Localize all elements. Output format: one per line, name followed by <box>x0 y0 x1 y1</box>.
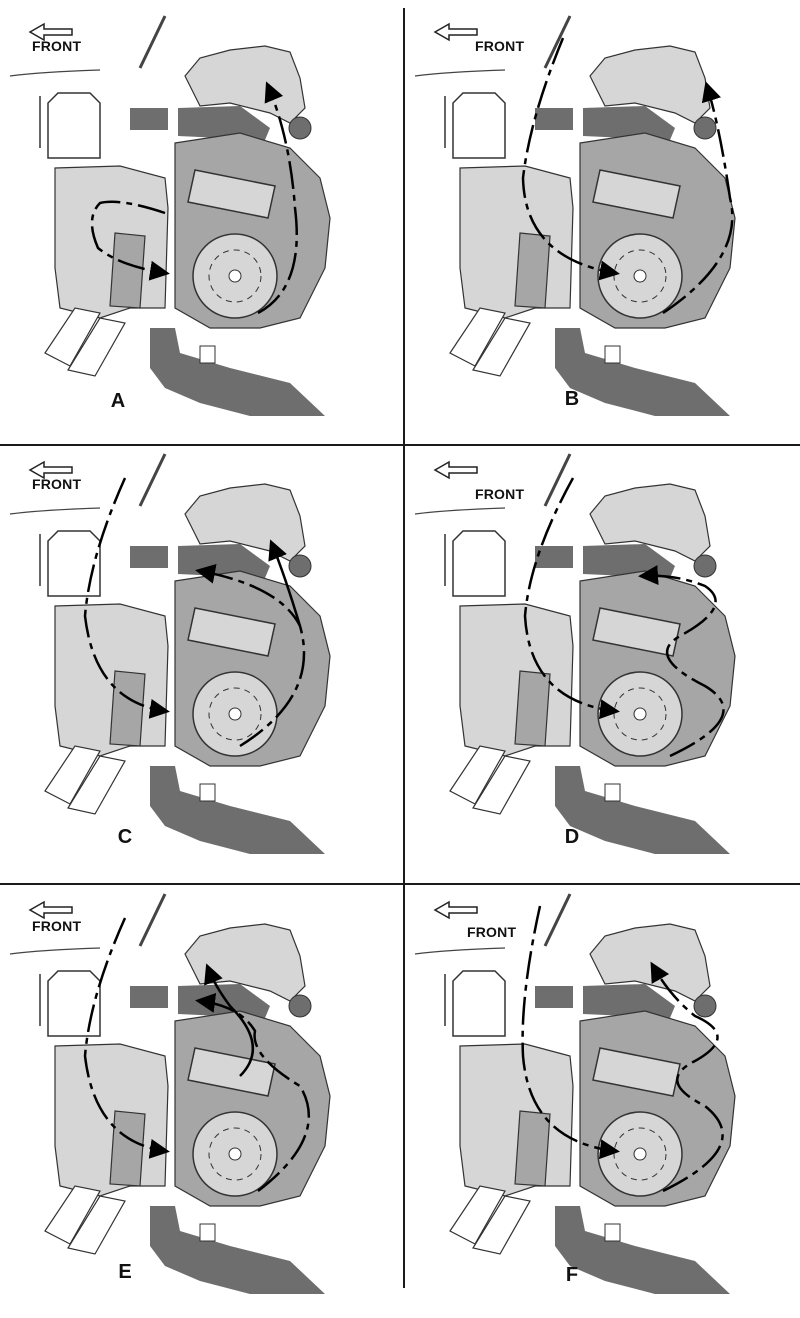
panel-label-f: F <box>565 1264 579 1286</box>
panel-label-c: C <box>117 826 133 848</box>
panel-a: FRONT A <box>0 8 400 440</box>
front-label-d: FRONT <box>475 486 525 502</box>
panel-label-b: B <box>564 388 580 410</box>
front-label-b: FRONT <box>475 38 525 54</box>
front-label-c: FRONT <box>32 476 82 492</box>
panel-label-e: E <box>118 1261 132 1283</box>
hvac-diagram-f <box>413 892 737 1296</box>
panel-c: FRONT C <box>0 446 400 878</box>
panel-label-a: A <box>110 390 126 412</box>
hvac-diagram-b <box>413 14 737 418</box>
front-label-f: FRONT <box>467 924 517 940</box>
hvac-diagram-e <box>8 892 332 1296</box>
horizontal-divider-bottom <box>0 883 800 885</box>
panel-f: FRONT F <box>405 886 800 1318</box>
panel-e: FRONT E <box>0 886 400 1318</box>
hvac-diagram-a <box>8 14 332 418</box>
panel-label-d: D <box>564 826 580 848</box>
hvac-diagram-c <box>8 452 332 856</box>
panel-b: FRONT B <box>405 8 800 440</box>
vertical-divider <box>403 8 405 1288</box>
horizontal-divider-top <box>0 444 800 446</box>
panel-d: FRONT D <box>405 446 800 878</box>
front-label-a: FRONT <box>32 38 82 54</box>
front-label-e: FRONT <box>32 918 82 934</box>
hvac-diagram-d <box>413 452 737 856</box>
